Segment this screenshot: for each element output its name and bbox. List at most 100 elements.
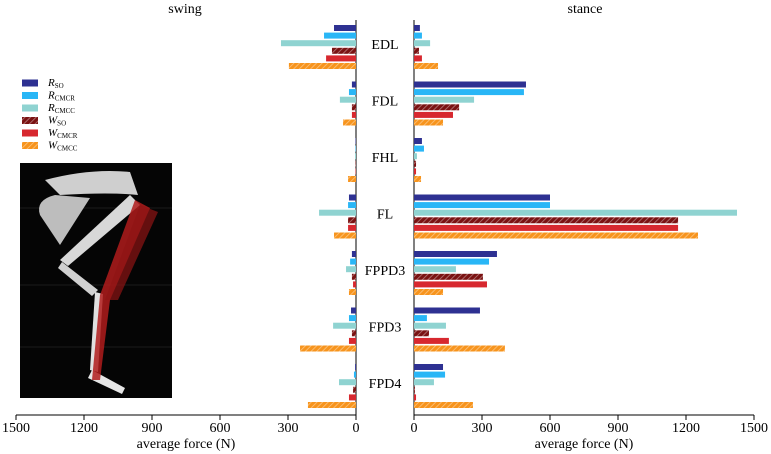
bar bbox=[348, 194, 356, 201]
bar bbox=[351, 104, 356, 111]
x-axis-label: average force (N) bbox=[137, 437, 236, 452]
x-tick-label: 900 bbox=[142, 421, 163, 436]
legend-symbol: R bbox=[47, 102, 55, 114]
x-tick-label: 600 bbox=[540, 421, 561, 436]
panel-title: stance bbox=[568, 2, 603, 17]
bar bbox=[351, 111, 356, 118]
bar bbox=[339, 96, 356, 103]
bar bbox=[414, 217, 679, 224]
bar bbox=[333, 322, 356, 329]
bar bbox=[348, 315, 356, 322]
bar bbox=[414, 202, 550, 209]
bar bbox=[414, 251, 497, 257]
bar bbox=[414, 386, 415, 393]
bar bbox=[414, 364, 444, 370]
bar bbox=[348, 394, 356, 401]
category-label: FL bbox=[377, 208, 393, 223]
bar bbox=[346, 266, 356, 273]
x-tick-label: 900 bbox=[608, 421, 629, 436]
bar bbox=[414, 315, 427, 322]
legend-subscript: CMCR bbox=[57, 132, 78, 140]
bar bbox=[348, 202, 356, 209]
legend-swatch bbox=[22, 142, 38, 149]
panel-title: swing bbox=[168, 2, 201, 17]
x-tick-label: 1200 bbox=[672, 421, 700, 436]
category-label: FPD4 bbox=[369, 377, 402, 392]
bar bbox=[348, 176, 356, 182]
x-axis-label: average force (N) bbox=[535, 437, 634, 452]
bar bbox=[351, 307, 356, 314]
legend-label: WCMCR bbox=[48, 127, 78, 140]
bar bbox=[414, 119, 444, 126]
bar bbox=[331, 47, 356, 54]
category-label: FPD3 bbox=[369, 321, 402, 336]
bar bbox=[414, 47, 419, 54]
bar bbox=[414, 330, 429, 337]
bar bbox=[280, 40, 356, 47]
bar bbox=[353, 371, 356, 378]
bar bbox=[414, 289, 444, 295]
bar bbox=[353, 386, 356, 393]
category-label: FHL bbox=[372, 151, 398, 166]
bar bbox=[414, 371, 446, 378]
bar bbox=[348, 224, 356, 231]
bar bbox=[307, 402, 356, 408]
bar bbox=[414, 89, 524, 96]
x-tick-label: 300 bbox=[472, 421, 493, 436]
bar bbox=[414, 145, 424, 152]
bar bbox=[414, 32, 422, 39]
legend-subscript: SO bbox=[57, 119, 66, 127]
bar bbox=[348, 217, 356, 224]
bar bbox=[414, 281, 487, 288]
x-tick-label: 1500 bbox=[2, 421, 30, 436]
bar bbox=[324, 32, 356, 39]
x-tick-label: 0 bbox=[353, 421, 360, 436]
bar bbox=[414, 96, 475, 103]
bar bbox=[351, 330, 356, 337]
bar bbox=[414, 81, 526, 88]
bar bbox=[414, 337, 449, 344]
legend-symbol: R bbox=[47, 89, 55, 101]
bar bbox=[414, 402, 473, 408]
x-tick-label: 0 bbox=[411, 421, 418, 436]
bar bbox=[414, 322, 446, 329]
bar bbox=[414, 40, 431, 47]
bar bbox=[334, 232, 356, 239]
legend-symbol: W bbox=[48, 114, 58, 126]
bar bbox=[414, 25, 420, 31]
bar bbox=[319, 209, 356, 216]
bar bbox=[414, 176, 422, 182]
bar bbox=[334, 25, 356, 31]
bar bbox=[348, 89, 356, 96]
leg-image bbox=[20, 163, 172, 398]
bar bbox=[414, 168, 417, 175]
category-label: EDL bbox=[371, 38, 398, 53]
bar bbox=[414, 138, 422, 144]
bar bbox=[414, 394, 417, 401]
bar bbox=[414, 63, 439, 69]
x-tick-label: 600 bbox=[210, 421, 231, 436]
bar bbox=[351, 251, 356, 257]
bar bbox=[355, 153, 356, 160]
legend-swatch bbox=[22, 104, 38, 112]
legend-label: RCMCR bbox=[47, 89, 75, 102]
bar bbox=[348, 337, 356, 344]
category-label: FDL bbox=[372, 95, 398, 110]
bar bbox=[339, 379, 356, 386]
legend-label: WSO bbox=[48, 114, 66, 127]
legend-label: RSO bbox=[47, 77, 64, 90]
legend-subscript: CMCC bbox=[55, 107, 76, 115]
legend-swatch bbox=[22, 79, 38, 87]
bar bbox=[353, 281, 356, 288]
bar bbox=[351, 273, 356, 280]
legend-subscript: SO bbox=[55, 82, 64, 90]
bar bbox=[300, 345, 356, 352]
legend-label: RCMCC bbox=[47, 102, 75, 115]
bar bbox=[355, 364, 356, 370]
bar bbox=[348, 289, 356, 295]
bar bbox=[351, 81, 356, 88]
x-tick-label: 300 bbox=[278, 421, 299, 436]
bar bbox=[414, 194, 550, 201]
bar bbox=[343, 119, 356, 126]
